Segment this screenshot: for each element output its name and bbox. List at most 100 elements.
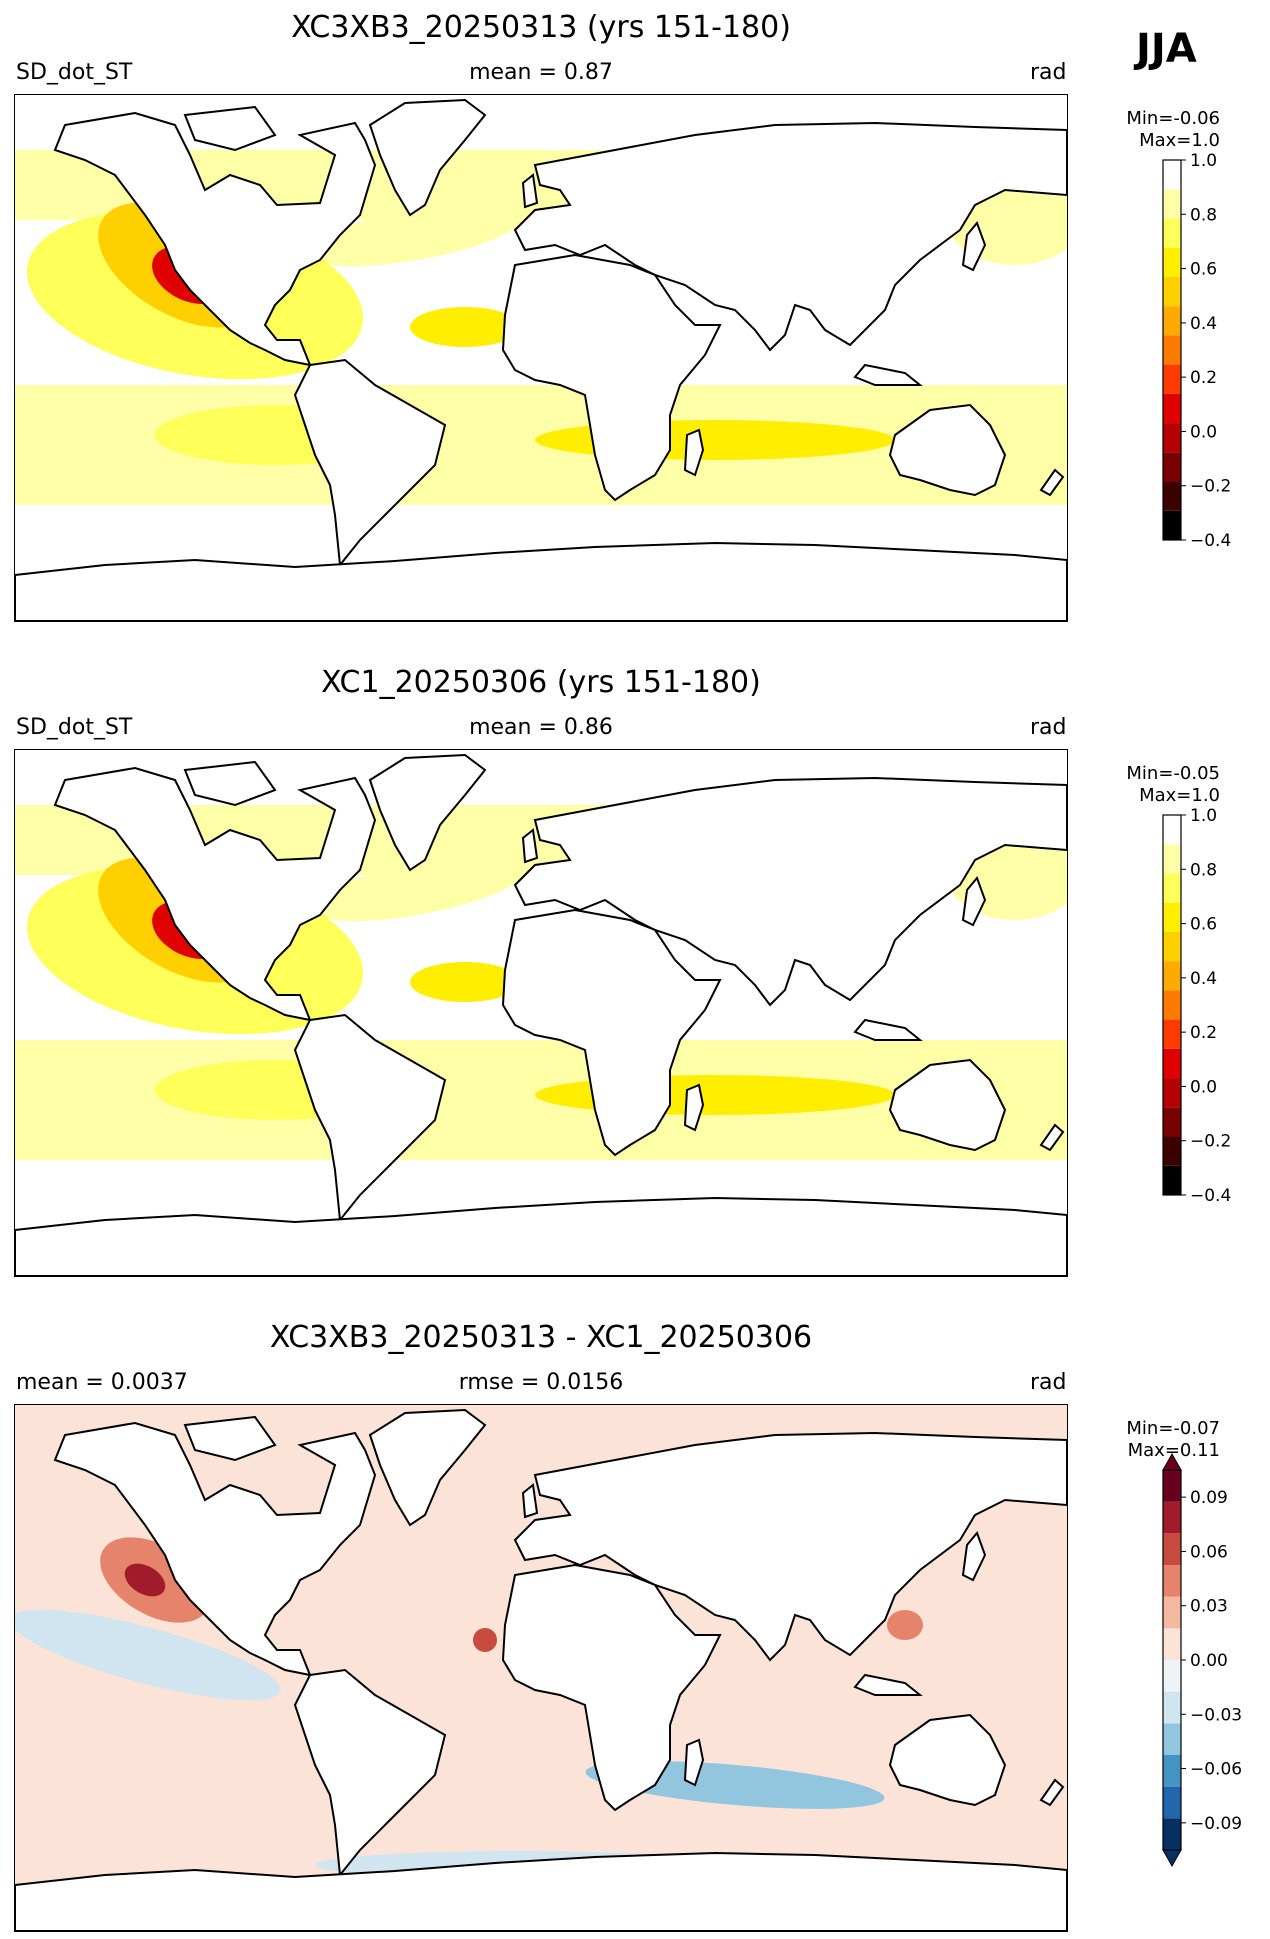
field-blob-5 (887, 1610, 923, 1640)
land-indonesia (853, 1673, 923, 1696)
colorbar-panel1: 1.0 0.8 0.6 0.4 0.2 0.0 −0.2 −0.4 (1162, 151, 1263, 560)
colorbar-swatch (1163, 1501, 1181, 1534)
colorbar-swatch (1163, 931, 1181, 962)
land-north-america (53, 111, 377, 367)
colorbar-swatch (1163, 1048, 1181, 1079)
field-blob-1 (306, 858, 524, 922)
colorbar-panel2: 1.0 0.8 0.6 0.4 0.2 0.0 −0.2 −0.4 (1162, 806, 1263, 1215)
land-australia (888, 1058, 1007, 1152)
land-africa (501, 1563, 722, 1812)
continents (15, 753, 1067, 1276)
colorbar-swatch (1163, 247, 1181, 277)
colorbar-swatch (1163, 1019, 1181, 1049)
land-madagascar (683, 1083, 705, 1132)
land-uk (521, 173, 539, 209)
colorbar-tick-label: 0.06 (1190, 1542, 1228, 1562)
panel2-max-label: Max=1.0 (1139, 785, 1220, 806)
colorbar-tick-label: 0.8 (1190, 205, 1217, 225)
colorbar-swatch (1163, 189, 1181, 219)
colorbar-swatch (1163, 306, 1181, 336)
land-south-america (293, 1668, 447, 1878)
colorbar-swatch (1163, 1660, 1181, 1692)
field-blob-2 (535, 1075, 895, 1115)
colorbar-arrow-bottom (1162, 1849, 1182, 1868)
panel2-title: XC1_20250306 (yrs 151-180) (321, 665, 761, 700)
colorbar-tick-label: 0.2 (1190, 368, 1217, 388)
land-madagascar (683, 1738, 705, 1787)
colorbar-swatch (1163, 452, 1181, 482)
colorbar-tick-label: −0.4 (1190, 1186, 1231, 1206)
colorbar-swatch (1163, 1136, 1181, 1166)
colorbar-tick-label: 0.0 (1190, 422, 1217, 442)
land-africa (501, 253, 722, 502)
colorbar-swatch (1163, 1078, 1181, 1108)
land-indonesia (853, 363, 923, 386)
panel1-left-label: SD_dot_ST (16, 60, 133, 85)
land-eurasia (513, 776, 1067, 1007)
land-greenland (368, 1408, 487, 1527)
map-panel3 (14, 1404, 1068, 1932)
colorbar-swatch (1163, 1165, 1181, 1195)
panel3-min-label: Min=-0.07 (1126, 1418, 1220, 1439)
colorbar-tick-label: 0.8 (1190, 860, 1217, 880)
field-blob-4 (410, 962, 520, 1002)
colorbar-swatch (1163, 1107, 1181, 1137)
field-blob-0 (15, 1609, 281, 1701)
colorbar-swatch (1163, 961, 1181, 991)
land-japan (961, 221, 987, 272)
colorbar-tick-label: −0.4 (1190, 531, 1231, 551)
colorbar-swatch (1163, 990, 1181, 1020)
colorbar-outline (1162, 814, 1182, 1196)
land-africa (501, 908, 722, 1157)
land-greenland (368, 98, 487, 217)
colorbar-swatch (1163, 1755, 1181, 1787)
colorbar-tick-label: 1.0 (1190, 151, 1217, 171)
land-north-america (53, 1421, 377, 1677)
season-label: JJA (1136, 26, 1197, 72)
field-blob-2 (535, 420, 895, 460)
colorbar-swatch (1163, 481, 1181, 511)
colorbar-swatch (1163, 393, 1181, 424)
map-panel1 (14, 94, 1068, 622)
colorbar-tick-label: 0.09 (1190, 1488, 1228, 1508)
land-new-zealand (1039, 468, 1065, 497)
colorbar-tick-label: 0.0 (1190, 1077, 1217, 1097)
land-indonesia (853, 1018, 923, 1041)
colorbar-tick-label: −0.03 (1190, 1705, 1242, 1725)
panel1-min-label: Min=-0.06 (1126, 108, 1220, 129)
panel1-title: XC3XB3_20250313 (yrs 151-180) (291, 10, 791, 45)
colorbar-swatch (1163, 1565, 1181, 1597)
land-antarctica (15, 1196, 1067, 1276)
colorbar-swatch (1163, 276, 1181, 307)
panel1-max-label: Max=1.0 (1139, 130, 1220, 151)
panel3-left-label: mean = 0.0037 (16, 1370, 188, 1395)
land-australia (888, 1713, 1007, 1807)
map-panel1-svg (15, 95, 1067, 621)
map-panel3-svg (15, 1405, 1067, 1931)
land-eurasia (513, 1431, 1067, 1662)
panel3-title: XC3XB3_20250313 - XC1_20250306 (269, 1320, 813, 1355)
colorbar-swatch (1163, 218, 1181, 248)
land-arctic-islands (183, 105, 277, 152)
land-south-america (293, 1013, 447, 1223)
land-japan (961, 1531, 987, 1582)
land-eurasia (513, 121, 1067, 352)
colorbar-tick-label: −0.2 (1190, 1132, 1231, 1152)
panel2-right-label: rad (1030, 715, 1067, 740)
land-antarctica (15, 1851, 1067, 1931)
colorbar-swatch (1163, 423, 1181, 453)
land-japan (961, 876, 987, 927)
land-south-america (293, 358, 447, 568)
colorbar-swatch (1163, 815, 1181, 845)
colorbar-swatch (1163, 510, 1181, 540)
colorbar-swatch (1163, 873, 1181, 903)
land-new-zealand (1039, 1123, 1065, 1152)
colorbar-swatch (1163, 335, 1181, 365)
colorbar-panel3: 0.09 0.06 0.03 0.00 −0.03 −0.06 −0.09 (1162, 1452, 1263, 1870)
field-blob-4 (473, 1628, 497, 1652)
colorbar-swatch (1163, 364, 1181, 394)
field-blob-1 (306, 203, 524, 267)
colorbar-tick-label: 0.2 (1190, 1023, 1217, 1043)
colorbar-tick-label: 0.00 (1190, 1651, 1228, 1671)
panel2-min-label: Min=-0.05 (1126, 763, 1220, 784)
